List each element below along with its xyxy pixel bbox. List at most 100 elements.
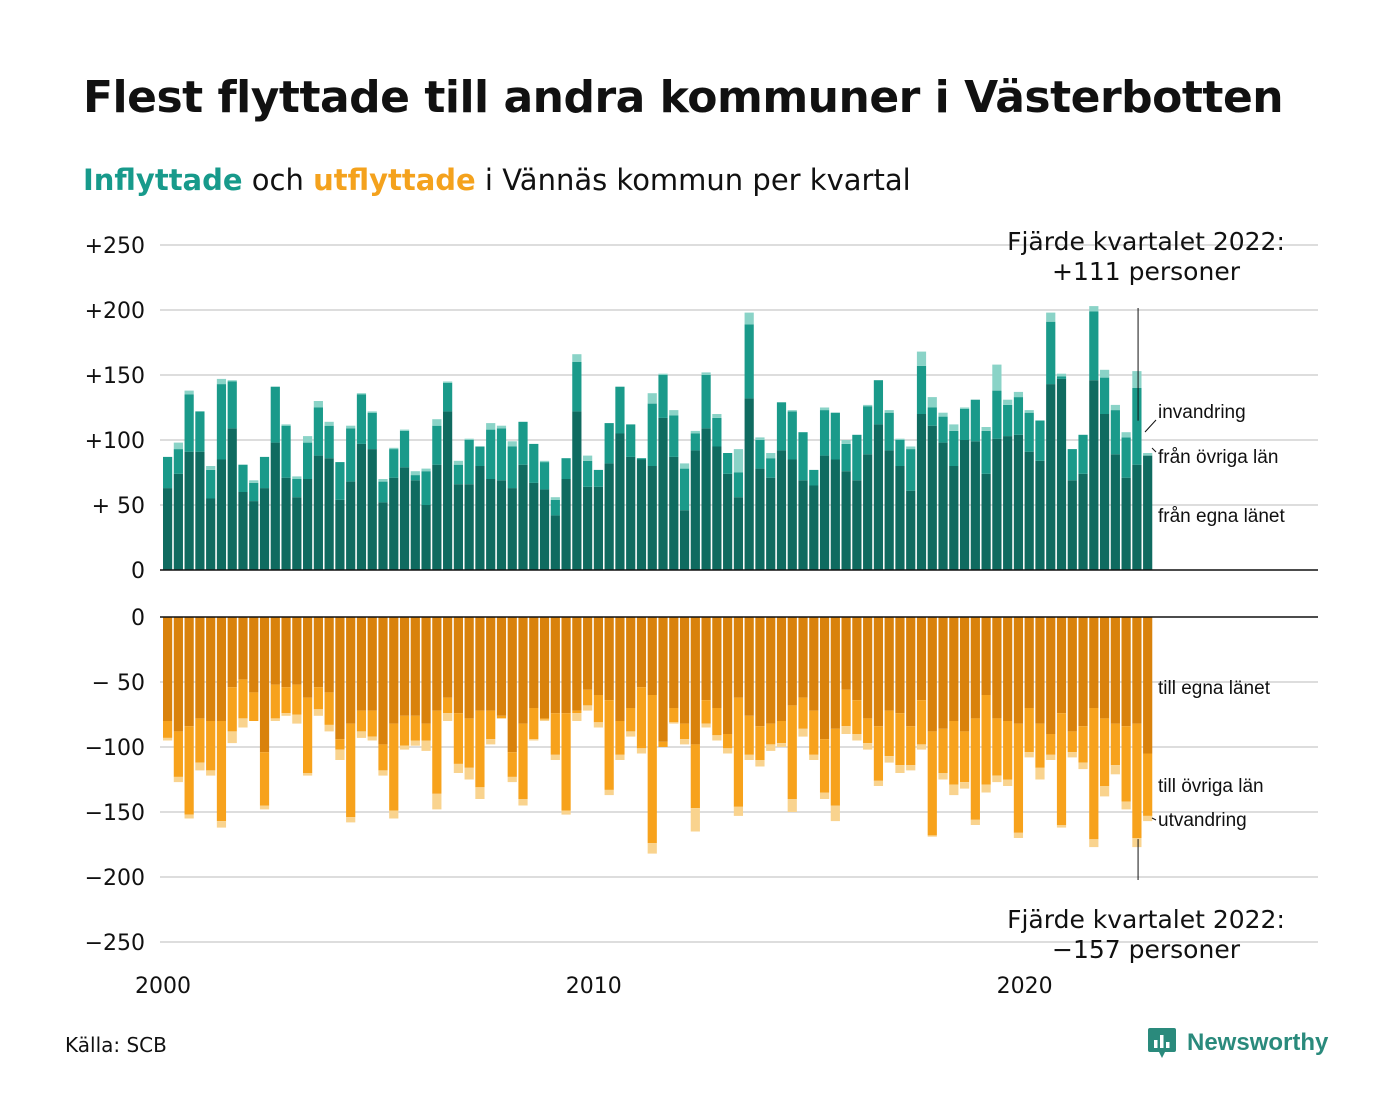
bar-in-ovriga xyxy=(895,440,905,466)
bar-in-egna xyxy=(464,484,474,570)
bar-in-ovriga xyxy=(378,481,388,503)
bar-out-egna xyxy=(615,617,625,721)
bar-out-utvandring xyxy=(1046,754,1056,760)
bar-in-invandring xyxy=(249,480,259,483)
bar-out-utvandring xyxy=(421,740,431,751)
bar-out-egna xyxy=(529,617,539,708)
bar-in-egna xyxy=(981,473,991,570)
bar-in-egna xyxy=(938,442,948,570)
bar-in-egna xyxy=(249,501,259,570)
bar-out-ovriga xyxy=(636,687,647,749)
bar-out-egna xyxy=(938,617,948,729)
bar-out-ovriga xyxy=(216,721,227,822)
bar-in-ovriga xyxy=(798,432,808,481)
bar-in-invandring xyxy=(906,446,916,450)
bar-out-utvandring xyxy=(1056,825,1067,828)
bar-in-ovriga xyxy=(1035,420,1045,461)
bar-out-egna xyxy=(1099,617,1110,719)
bar-out-utvandring xyxy=(1013,832,1024,838)
bar-out-egna xyxy=(959,617,970,732)
bar-out-ovriga xyxy=(712,708,722,736)
bar-out-utvandring xyxy=(443,713,453,721)
bar-out-ovriga xyxy=(841,689,851,727)
bar-out-utvandring xyxy=(259,805,270,810)
bar-in-ovriga xyxy=(873,380,884,425)
bar-out-egna xyxy=(916,617,927,701)
bar-in-egna xyxy=(410,480,420,570)
bar-in-ovriga xyxy=(1067,449,1077,481)
bar-in-egna xyxy=(313,455,323,570)
y-tick-label: + 50 xyxy=(92,494,145,519)
bar-out-egna xyxy=(744,617,754,716)
bar-out-ovriga xyxy=(227,687,237,732)
bar-in-invandring xyxy=(669,410,679,416)
bar-in-egna xyxy=(561,479,571,570)
bar-out-egna xyxy=(852,617,862,701)
bar-out-egna xyxy=(1003,617,1013,721)
bar-out-ovriga xyxy=(173,731,183,777)
bar-in-egna xyxy=(906,490,916,570)
bar-out-egna xyxy=(195,617,205,719)
bar-out-utvandring xyxy=(184,814,194,819)
bar-in-ovriga xyxy=(744,324,754,399)
bar-in-ovriga xyxy=(163,456,173,489)
bar-out-utvandring xyxy=(981,784,991,793)
bar-in-ovriga xyxy=(863,406,873,455)
bar-in-egna xyxy=(270,442,280,570)
bar-out-ovriga xyxy=(518,723,528,799)
y-tick-label: +250 xyxy=(85,234,145,259)
bar-out-utvandring xyxy=(378,770,388,776)
bar-out-egna xyxy=(346,617,356,724)
bar-out-utvandring xyxy=(432,793,442,810)
bar-out-ovriga xyxy=(270,684,280,719)
bar-out-egna xyxy=(712,617,722,708)
bar-out-egna xyxy=(163,617,173,721)
bar-in-invandring xyxy=(895,438,905,440)
bar-in-ovriga xyxy=(1099,377,1110,414)
bar-in-egna xyxy=(1003,436,1013,570)
bar-out-utvandring xyxy=(1078,762,1088,770)
bar-in-egna xyxy=(1132,464,1142,570)
bar-out-egna xyxy=(539,617,550,719)
bar-in-egna xyxy=(690,450,700,570)
bar-in-ovriga xyxy=(916,365,927,414)
bar-in-invandring xyxy=(572,354,582,362)
bar-in-egna xyxy=(163,488,173,570)
bar-out-utvandring xyxy=(583,705,593,711)
bar-out-egna xyxy=(367,617,377,711)
bar-out-utvandring xyxy=(1143,815,1153,822)
bar-in-egna xyxy=(895,466,905,570)
bar-in-ovriga xyxy=(518,421,528,465)
bar-in-ovriga xyxy=(1046,321,1056,385)
bar-in-egna xyxy=(507,488,517,570)
bar-in-ovriga xyxy=(227,381,237,429)
label-fran-egna-lanet: från egna länet xyxy=(1158,506,1285,527)
bar-in-invandring xyxy=(421,468,431,472)
bar-in-ovriga xyxy=(1132,388,1142,465)
bar-in-ovriga xyxy=(658,375,668,418)
connector-invandring xyxy=(1144,419,1157,433)
bar-in-invandring xyxy=(443,381,453,383)
bar-out-ovriga xyxy=(583,689,593,706)
bar-in-ovriga xyxy=(852,434,862,481)
bar-in-invandring xyxy=(453,460,463,465)
bar-in-invandring xyxy=(313,401,323,408)
bar-out-ovriga xyxy=(776,721,787,744)
bar-in-invandring xyxy=(184,390,194,395)
bar-out-utvandring xyxy=(841,726,851,734)
bar-in-ovriga xyxy=(206,469,216,499)
bar-out-ovriga xyxy=(615,721,625,755)
bar-out-utvandring xyxy=(852,734,862,741)
bar-out-utvandring xyxy=(1089,839,1099,848)
y-tick-label: 0 xyxy=(131,559,145,584)
bar-out-utvandring xyxy=(1099,786,1110,797)
bar-in-egna xyxy=(335,499,345,570)
bar-in-egna xyxy=(744,398,754,570)
bar-out-utvandring xyxy=(281,713,291,716)
bar-out-egna xyxy=(507,617,517,753)
bar-in-ovriga xyxy=(949,430,959,466)
bar-in-invandring xyxy=(841,440,851,444)
bar-in-invandring xyxy=(819,407,830,411)
bar-in-invandring xyxy=(367,411,377,413)
bar-out-ovriga xyxy=(669,708,679,723)
